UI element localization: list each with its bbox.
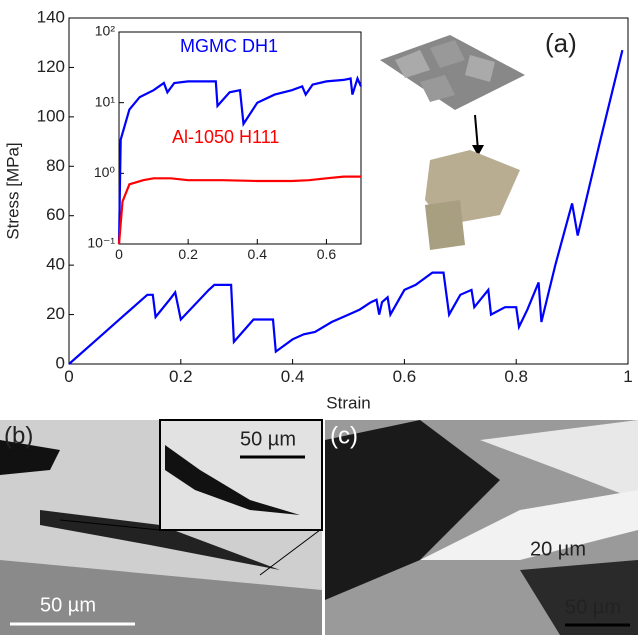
y-tick-label: 10² xyxy=(95,23,116,39)
x-tick-label: 0.2 xyxy=(169,367,193,386)
x-tick-label: 0 xyxy=(115,246,123,262)
panel-label: (b) xyxy=(4,422,33,449)
x-tick-label: 0.8 xyxy=(504,367,528,386)
x-tick-label: 0.4 xyxy=(281,367,305,386)
scale-label: 50 µm xyxy=(40,594,96,616)
x-tick-label: 1 xyxy=(623,367,632,386)
y-tick-label: 20 xyxy=(46,304,65,323)
scale-label: 50 µm xyxy=(565,596,621,618)
y-tick-label: 10⁻¹ xyxy=(87,235,115,251)
sem-image-c: (c) 20 µm 50 µm xyxy=(325,420,638,635)
annotation: (a) xyxy=(545,28,577,58)
x-tick-label: 0.2 xyxy=(178,246,198,262)
y-tick-label: 60 xyxy=(46,205,65,224)
y-tick-label: 120 xyxy=(37,57,65,76)
series-label: Al-1050 H111 xyxy=(172,127,279,147)
figure: (b) 50 µm 50 µm (c) 20 µm 50 µm 00.20.40… xyxy=(0,0,638,635)
sem-image-b: (b) 50 µm 50 µm xyxy=(0,420,322,635)
y-tick-label: 80 xyxy=(46,156,65,175)
y-tick-label: 40 xyxy=(46,255,65,274)
x-tick-label: 0 xyxy=(64,367,73,386)
y-tick-label: 100 xyxy=(37,106,65,125)
x-axis-label: Strain xyxy=(326,393,370,412)
y-tick-label: 140 xyxy=(37,7,65,26)
chart: 0 0.2 0.4 0.6 10⁻¹ 10⁰ 10¹ 10² MGMC DH1 Al-1050 H… xyxy=(87,23,361,262)
y-tick-label: 10¹ xyxy=(95,93,116,109)
y-tick-label: 0 xyxy=(56,353,65,372)
y-tick-label: 10⁰ xyxy=(94,164,116,180)
sample-photo xyxy=(380,35,525,250)
x-tick-label: 0.6 xyxy=(393,367,417,386)
x-tick-label: 0.6 xyxy=(317,246,337,262)
panel-label: (c) xyxy=(330,422,358,449)
scale-label: 50 µm xyxy=(240,428,296,450)
scale-label: 20 µm xyxy=(530,538,586,560)
x-tick-label: 0.4 xyxy=(248,246,268,262)
y-axis-label: Stress [MPa] xyxy=(3,142,22,239)
series-label: MGMC DH1 xyxy=(180,36,278,56)
